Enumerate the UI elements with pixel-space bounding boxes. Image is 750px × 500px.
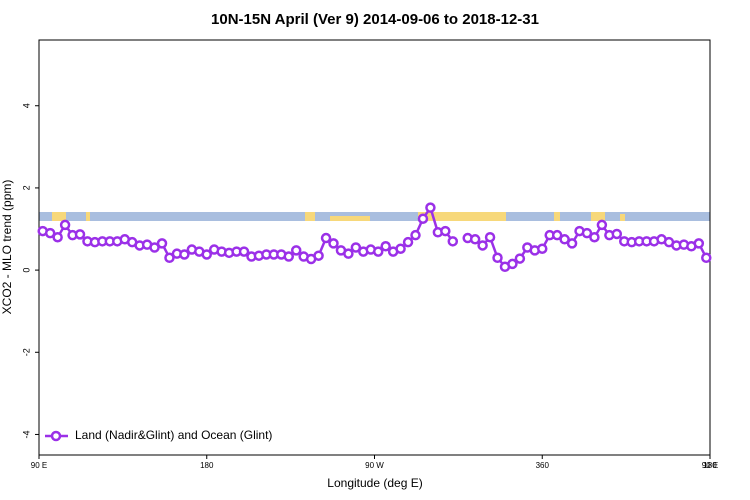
point	[596, 219, 608, 231]
point	[492, 252, 503, 264]
y-tick-label: 4	[21, 103, 31, 108]
y-axis-label: XCO2 - MLO trend (ppm)	[0, 180, 14, 315]
point	[566, 238, 578, 249]
point	[156, 238, 168, 249]
point	[559, 234, 570, 245]
point	[179, 249, 190, 260]
point	[313, 250, 324, 261]
x-tick-label: 90 E	[702, 461, 718, 470]
y-tick-label: -4	[21, 430, 31, 438]
point	[425, 202, 436, 213]
point	[477, 240, 488, 251]
land-ocean-strip	[39, 212, 710, 221]
point	[238, 246, 250, 257]
x-tick-label: 90 W	[365, 461, 384, 470]
point	[372, 246, 384, 257]
point	[417, 213, 429, 224]
point	[410, 229, 421, 241]
point	[290, 245, 302, 256]
point	[551, 229, 563, 241]
point	[484, 231, 496, 243]
point	[402, 236, 414, 248]
point	[44, 227, 56, 239]
point	[469, 234, 481, 245]
point	[589, 231, 600, 243]
x-axis-label: Longitude (deg E)	[327, 476, 422, 490]
point	[693, 238, 705, 249]
point	[447, 236, 459, 247]
point	[74, 229, 86, 240]
point	[514, 253, 526, 264]
point	[350, 242, 362, 253]
y-tick-label: -2	[21, 348, 31, 356]
point	[507, 258, 518, 270]
point	[328, 238, 339, 249]
point	[59, 219, 71, 231]
point	[201, 249, 212, 260]
point	[581, 227, 593, 239]
point	[701, 252, 712, 264]
point	[611, 228, 623, 240]
x-tick-label: 180	[703, 461, 717, 470]
point	[52, 231, 63, 243]
point	[283, 251, 295, 262]
x-tick-label: 90 E	[31, 461, 47, 470]
y-tick-label: 2	[21, 185, 31, 190]
y-tick-label: 0	[21, 268, 31, 273]
legend-label: Land (Nadir&Glint) and Ocean (Glint)	[75, 428, 272, 442]
point	[164, 252, 175, 264]
point	[343, 248, 354, 259]
point	[537, 243, 548, 254]
point	[440, 225, 451, 237]
legend-marker	[50, 430, 62, 442]
point	[149, 242, 160, 253]
point	[320, 232, 332, 244]
point	[395, 243, 406, 254]
point	[380, 241, 391, 252]
x-tick-label: 180	[200, 461, 214, 470]
chart-title: 10N-15N April (Ver 9) 2014-09-06 to 2018…	[211, 11, 539, 28]
x-tick-label: 360	[536, 461, 550, 470]
